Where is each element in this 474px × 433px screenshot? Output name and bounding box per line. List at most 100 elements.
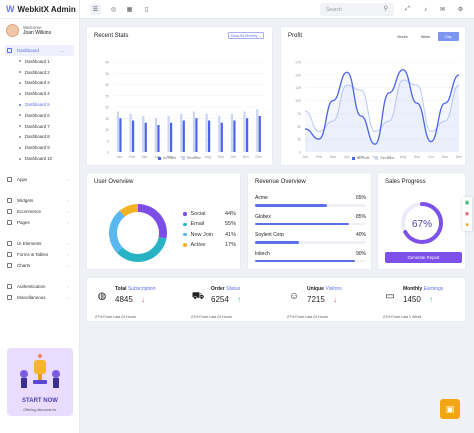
sidebar-item-authentication[interactable]: Authentication ›: [0, 281, 79, 292]
document-icon[interactable]: ▯: [144, 7, 149, 13]
sidebar-item-label: Charts: [17, 262, 31, 268]
globe-icon[interactable]: ◎: [110, 7, 117, 13]
subitem-label: Dashboard 2: [25, 69, 50, 75]
trophy-illustration: [20, 354, 60, 388]
bullet-icon: [19, 60, 21, 63]
sidebar-item-pages[interactable]: Pages ›: [0, 217, 79, 228]
sidebar-item-forms-tables[interactable]: Forms & Tables ›: [0, 249, 79, 260]
pages-icon: [7, 219, 12, 225]
bar-profit: [208, 120, 211, 152]
bar-revenue: [205, 113, 208, 152]
trend-down-icon: ↓: [141, 295, 145, 304]
sidebar-item-apps[interactable]: Apps ›: [0, 174, 79, 185]
show-by-dropdown[interactable]: Show By Monthly ⌄: [228, 32, 264, 39]
charts-icon: [7, 262, 12, 268]
sidebar-item-label: Authentication: [17, 283, 46, 289]
bullet-icon: [19, 146, 21, 149]
bar-revenue: [192, 111, 196, 152]
donut-slice: [116, 236, 167, 262]
search-input[interactable]: Search ⚲: [320, 3, 394, 16]
subitem-label: Dashboard 9: [25, 145, 50, 151]
y-tick-label: 175: [295, 61, 301, 65]
item-percent: 17%: [225, 241, 237, 248]
y-tick-label: 40: [105, 61, 109, 65]
sidebar-subitem[interactable]: Dashboard 5: [0, 99, 79, 110]
welcome-label: Welcome: [23, 25, 42, 30]
sidebar-subitem[interactable]: Dashboard 1: [0, 56, 79, 67]
legend-dot: [183, 212, 187, 216]
x-tick-label: Mar: [330, 155, 337, 159]
pill-icon[interactable]: ◉: [464, 210, 470, 217]
user-overview-item: Active 17%: [183, 241, 236, 248]
sidebar-item-label: UI Elements: [17, 240, 42, 246]
legend-dot: [183, 222, 187, 227]
user-overview-donut: [109, 204, 167, 262]
sidebar-subitem[interactable]: Dashboard 7: [0, 121, 79, 132]
subitem-label: Dashboard 8: [25, 134, 50, 140]
subitem-label: Dashboard 4: [25, 91, 50, 97]
menu-toggle-icon[interactable]: ☰: [90, 4, 101, 15]
bar-profit: [144, 122, 147, 152]
bullet-icon: [19, 71, 21, 74]
sidebar-item-widgets[interactable]: Widgets ›: [0, 195, 79, 206]
tab-day[interactable]: Day: [438, 32, 459, 41]
y-tick-label: 100: [295, 99, 301, 103]
color-palette-icon[interactable]: ▣: [464, 199, 470, 206]
company-percent: 40%: [355, 232, 366, 238]
sidebar-item-miscellaneous[interactable]: Miscellaneous ›: [0, 292, 79, 303]
chevron-right-icon: ›: [67, 176, 69, 182]
company-name: Globex: [255, 213, 271, 220]
grid-icon[interactable]: ▦: [126, 7, 133, 13]
bullet-icon: [19, 103, 21, 106]
user-profile[interactable]: Welcome Joan Wilkins: [0, 19, 79, 45]
sidebar-item-ui-elements[interactable]: UI Elements ›: [0, 238, 79, 249]
stat-footnote: 21% From Last 1 Week: [383, 315, 422, 319]
item-label: Social: [190, 211, 206, 217]
sidebar-item-ecommerce[interactable]: Ecommerce ›: [0, 206, 79, 217]
promo-card[interactable]: START NOW Offering discounts for: [7, 348, 73, 416]
bell-icon[interactable]: ♪: [424, 6, 427, 13]
bar-revenue: [256, 109, 259, 152]
app-logo[interactable]: W WebkitX Admin: [0, 0, 79, 19]
sidebar-item-label: Dashboard: [17, 48, 40, 53]
settings-icon[interactable]: ⚙: [457, 7, 464, 13]
profit-chart: 0 25 50 75 100 125 150 175 Jan Feb Mar Apr May Jun Jul…: [295, 61, 462, 160]
section-divider: [0, 164, 79, 174]
sidebar: W WebkitX Admin Welcome Joan Wilkins Das…: [0, 0, 80, 433]
bar-revenue: [142, 116, 145, 152]
sidebar-subitem[interactable]: Dashboard 4: [0, 88, 79, 99]
mail-icon[interactable]: ✉: [439, 7, 446, 13]
square-icon[interactable]: ■: [465, 221, 469, 228]
sidebar-item-dashboard[interactable]: Dashboard ⌄: [5, 45, 74, 56]
promo-title: START NOW: [22, 398, 58, 404]
sidebar-subitem[interactable]: Dashboard 10: [0, 153, 79, 164]
sidebar-subitem[interactable]: Dashboard 8: [0, 132, 79, 143]
sidebar-subitem[interactable]: Dashboard 2: [0, 67, 79, 78]
sales-progress-ring: 67%: [401, 202, 443, 244]
fullscreen-icon[interactable]: ⤢: [405, 6, 410, 12]
sidebar-item-label: Forms & Tables: [17, 251, 49, 257]
item-label: Active: [190, 241, 206, 248]
bar-revenue: [154, 118, 158, 152]
settings-fab[interactable]: ▣: [440, 399, 460, 419]
theme-switcher[interactable]: ▣ ◉ ■: [462, 197, 472, 231]
x-tick-label: Dec: [456, 155, 462, 159]
generate-report-button[interactable]: Generate Report: [385, 252, 462, 263]
wallet-icon: ▭: [385, 291, 395, 302]
chart-legend: Ist Profit Revenue: [281, 156, 465, 160]
bar-profit: [233, 120, 236, 152]
tab-month[interactable]: Month: [397, 34, 408, 39]
sidebar-subitem[interactable]: Dashboard 3: [0, 78, 79, 89]
tab-week[interactable]: Week: [420, 34, 431, 39]
sidebar-subitem[interactable]: Dashboard 6: [0, 110, 79, 121]
forms-icon: [7, 251, 12, 257]
sidebar-item-charts[interactable]: Charts ›: [0, 260, 79, 271]
bullet-icon: [19, 157, 21, 160]
profit-tabs: Month Week Day: [392, 32, 459, 41]
misc-icon: [7, 294, 12, 300]
stat-footnote: 21% From Last 24 Hours: [191, 315, 232, 319]
subitem-label: Dashboard 7: [25, 123, 50, 129]
chevron-right-icon: ›: [67, 197, 69, 203]
sidebar-subitem[interactable]: Dashboard 9: [0, 142, 79, 153]
trend-down-icon: ↓: [333, 295, 337, 304]
